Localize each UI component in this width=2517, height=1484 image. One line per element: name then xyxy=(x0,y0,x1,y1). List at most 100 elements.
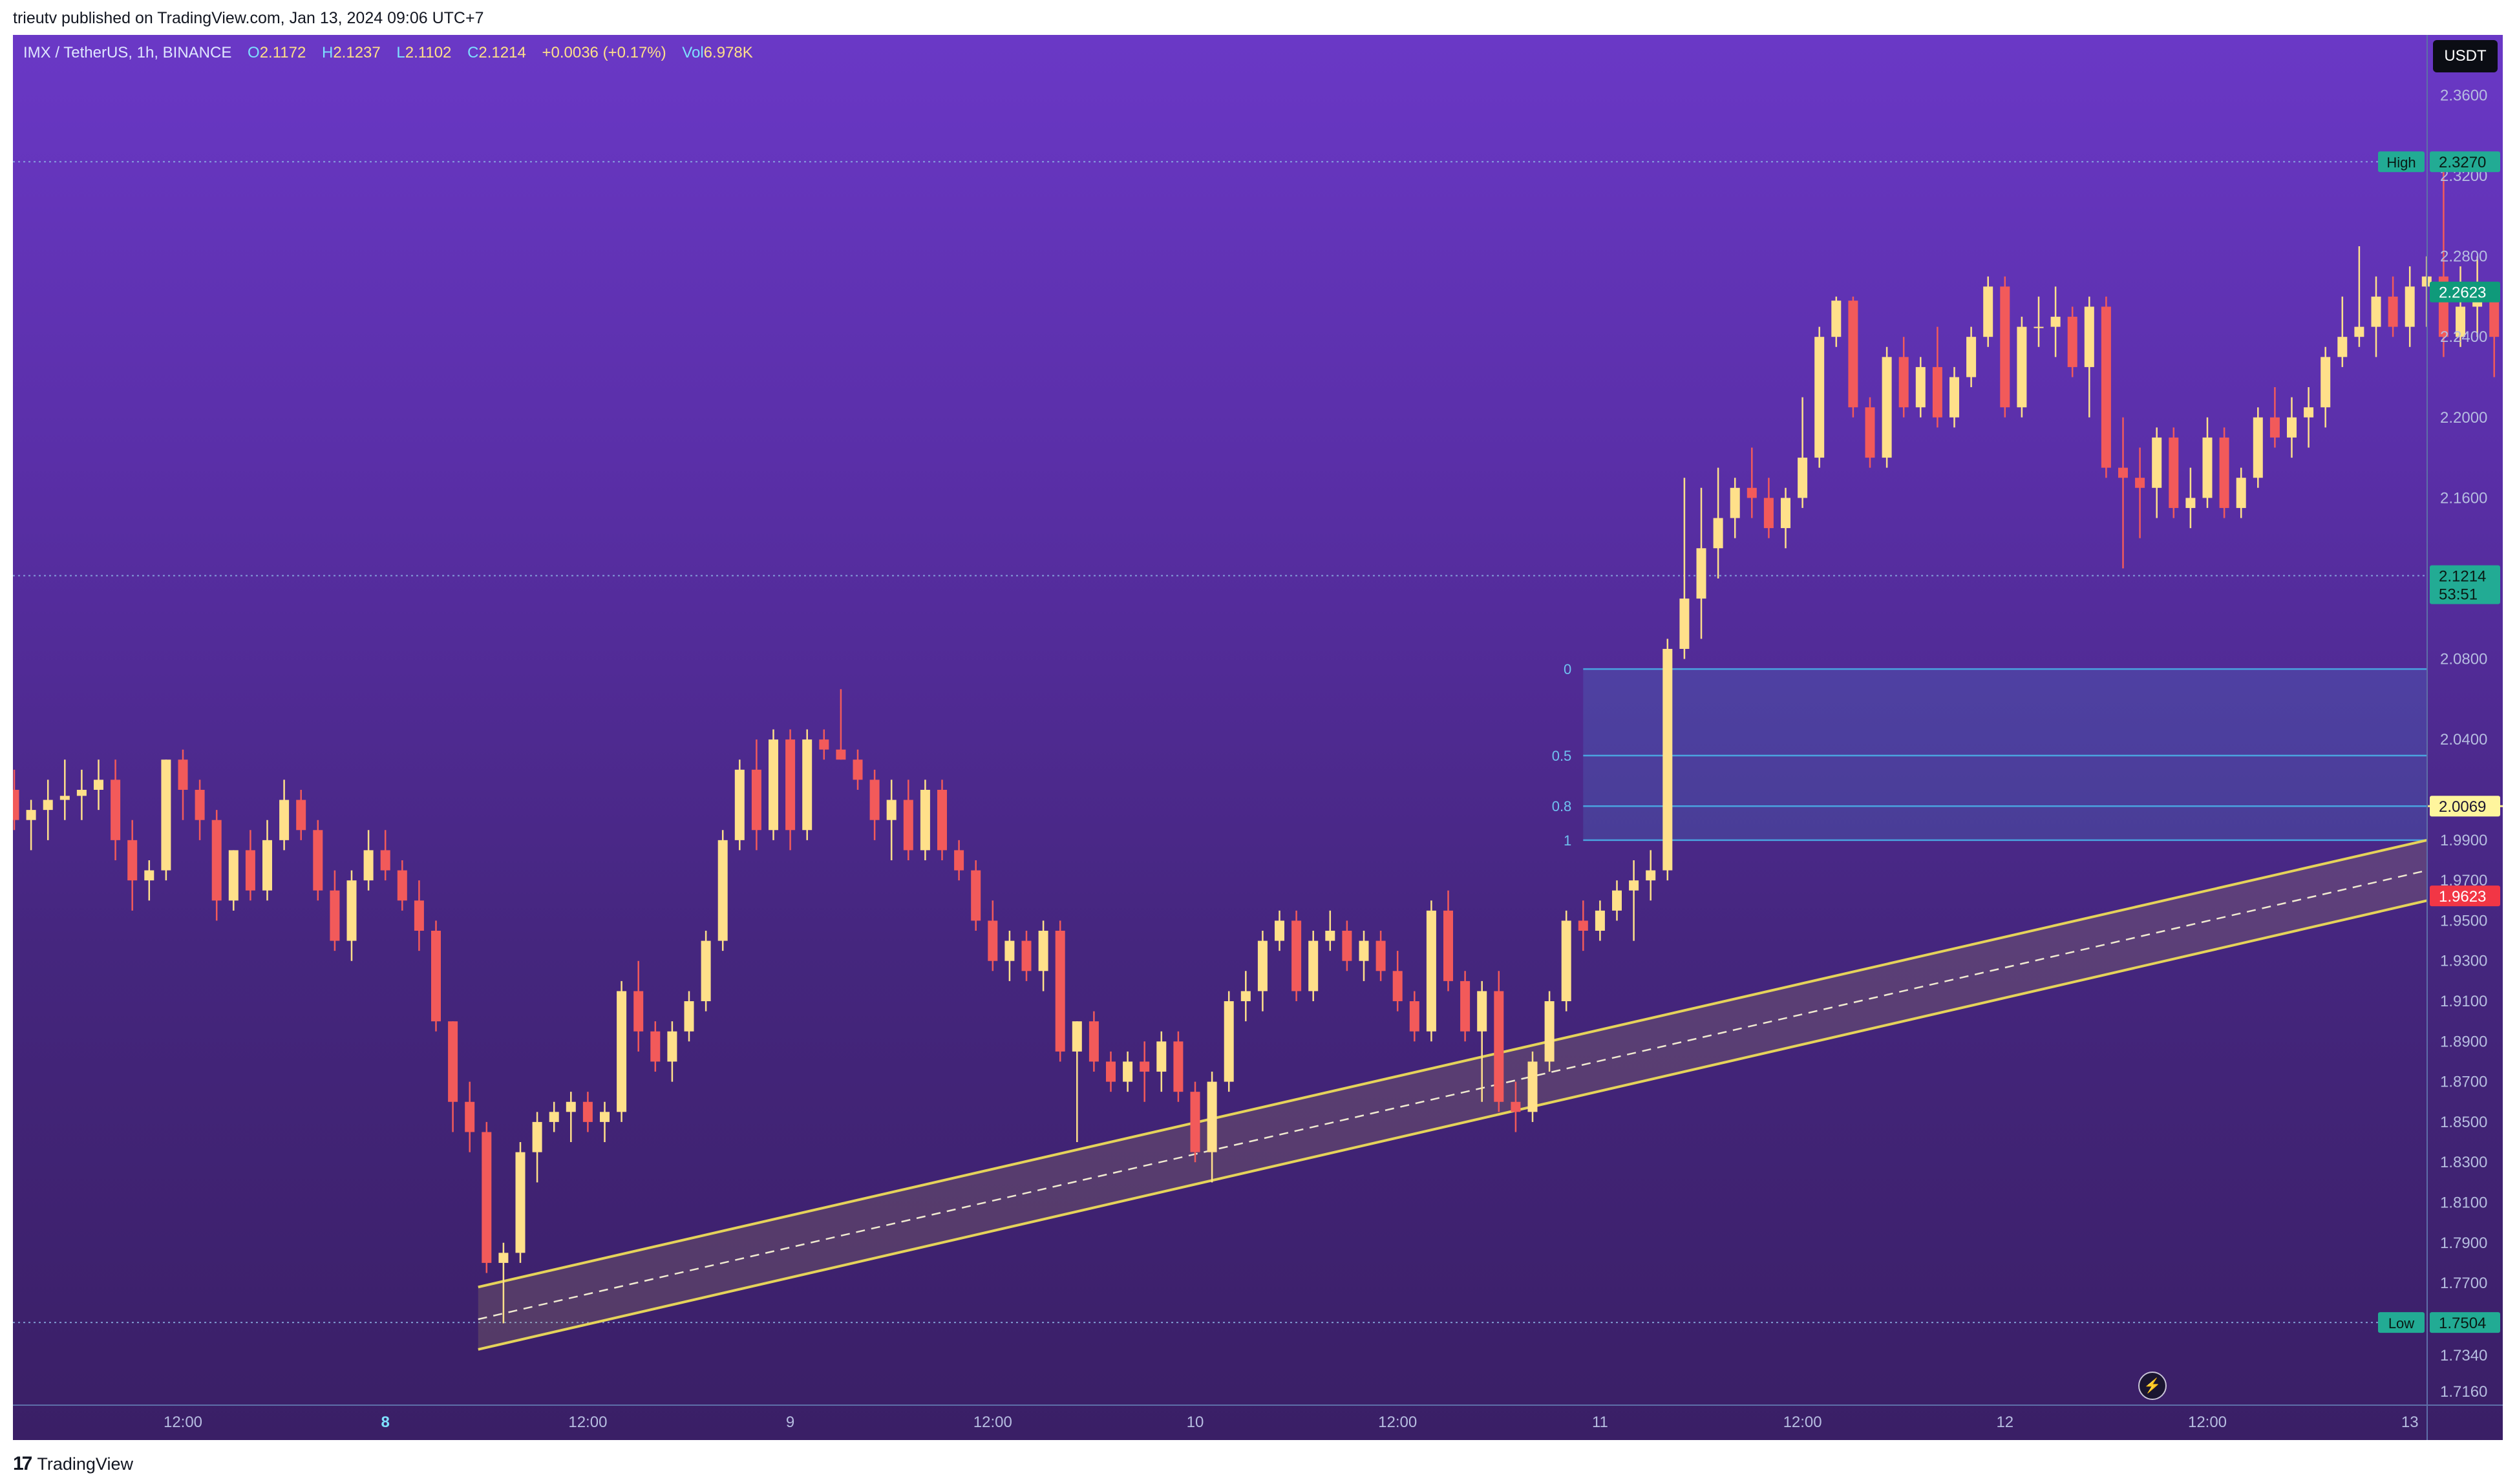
candle xyxy=(2000,276,2010,418)
candle xyxy=(1477,980,1487,1102)
candle-body xyxy=(1257,940,1268,991)
candle-body xyxy=(1629,880,1639,891)
fib-level-label-0: 0 xyxy=(1564,661,1571,677)
low-tag-label: Low xyxy=(2388,1315,2414,1331)
candle xyxy=(397,860,407,911)
price-tick-label: 1.8300 xyxy=(2440,1154,2487,1171)
candle xyxy=(1140,1041,1150,1102)
candle-body xyxy=(1781,498,1790,529)
candle-body xyxy=(1578,920,1588,931)
candle-body xyxy=(1730,487,1740,518)
candle xyxy=(903,779,913,860)
candle xyxy=(313,820,323,901)
price-tick-label: 1.7340 xyxy=(2440,1347,2487,1364)
candle-body xyxy=(498,1253,509,1263)
candle xyxy=(1798,397,1808,508)
current-price-badge-timer: 53:51 xyxy=(2439,586,2478,604)
candle-body xyxy=(1426,910,1436,1032)
candle-body xyxy=(2236,478,2246,508)
candle xyxy=(1190,1081,1200,1163)
ohlc-legend: IMX / TetherUS, 1h, BINANCE O2.1172 H2.1… xyxy=(23,44,753,62)
candle-body xyxy=(2287,417,2297,438)
currency-button[interactable]: USDT xyxy=(2433,40,2498,72)
candle xyxy=(2456,266,2465,347)
candle xyxy=(2050,286,2061,357)
candle-body xyxy=(1443,910,1453,981)
close-value: 2.1214 xyxy=(478,44,526,61)
candle xyxy=(1595,900,1605,941)
candle-body xyxy=(2084,306,2094,367)
candle xyxy=(1460,971,1471,1042)
candle xyxy=(1021,931,1032,981)
candle-body xyxy=(1713,518,1723,549)
candle xyxy=(2202,417,2213,508)
candle xyxy=(1409,991,1419,1042)
footer-brand[interactable]: 17 TradingView xyxy=(13,1453,133,1475)
price-tick-label: 2.3600 xyxy=(2440,87,2487,104)
candle xyxy=(279,779,290,851)
candle-body xyxy=(717,840,728,941)
candle xyxy=(431,920,441,1032)
lightning-icon[interactable]: ⚡ xyxy=(2138,1372,2167,1400)
candle-body xyxy=(836,749,846,760)
candle-body xyxy=(414,900,424,931)
candle-body xyxy=(1544,1001,1555,1062)
candle xyxy=(515,1142,526,1263)
candle-body xyxy=(1240,991,1251,1002)
low-value: 2.1102 xyxy=(405,44,452,61)
low-tag xyxy=(2378,1312,2425,1333)
candle-body xyxy=(1123,1061,1133,1082)
candle xyxy=(2017,317,2027,418)
time-tick-label: 12:00 xyxy=(2188,1414,2227,1431)
candle-body xyxy=(633,991,644,1032)
candle xyxy=(1275,910,1284,951)
candle-body xyxy=(549,1112,559,1122)
symbol-label[interactable]: IMX / TetherUS, 1h, BINANCE xyxy=(23,44,232,61)
candle xyxy=(836,689,846,760)
candle-body xyxy=(313,830,323,891)
candle xyxy=(1713,467,1723,578)
candle xyxy=(211,810,222,921)
candle-body xyxy=(2202,437,2213,498)
time-tick-label: 12:00 xyxy=(1378,1414,1417,1431)
candle xyxy=(886,779,897,860)
candle-body xyxy=(1662,648,1673,871)
candle-body xyxy=(1190,1092,1200,1152)
candle xyxy=(26,800,36,851)
candle-body xyxy=(886,800,897,820)
candle-body xyxy=(582,1101,593,1122)
candle xyxy=(769,729,778,840)
candle xyxy=(1173,1031,1184,1102)
candle xyxy=(633,960,644,1052)
candle-body xyxy=(734,769,745,840)
publish-info: trieutv published on TradingView.com, Ja… xyxy=(13,9,484,27)
candle xyxy=(498,1242,509,1324)
time-tick-label: 13 xyxy=(2401,1414,2419,1431)
candle-body xyxy=(667,1031,677,1062)
candle xyxy=(2067,306,2077,377)
candle-body xyxy=(1561,920,1571,1002)
candle xyxy=(178,749,188,820)
candle-body xyxy=(1409,1001,1419,1032)
price-tick-label: 1.9300 xyxy=(2440,953,2487,970)
price-tick-label: 2.1600 xyxy=(2440,489,2487,507)
candle xyxy=(684,991,694,1042)
candle xyxy=(1814,326,1825,468)
candle xyxy=(701,931,711,1012)
candle-body xyxy=(2489,296,2500,337)
candle xyxy=(1342,920,1352,971)
target-badge-label: 2.2623 xyxy=(2439,284,2486,302)
candle xyxy=(1763,478,1774,538)
candlestick-chart[interactable]: 00.50.812.36002.32002.28002.24002.20002.… xyxy=(13,35,2503,1440)
chart-panel[interactable]: 0 0.5 0.8 1 2.3600 2.3200 2.2800 2.2400 2.2000 2.… xyxy=(13,35,2503,1440)
candle xyxy=(717,830,728,951)
candle xyxy=(2135,447,2145,538)
candle xyxy=(2269,387,2280,448)
candle-body xyxy=(1511,1101,1521,1112)
candle-body xyxy=(1763,498,1774,529)
candle-body xyxy=(1106,1061,1116,1082)
candle-body xyxy=(43,800,53,811)
high-value: 2.1237 xyxy=(333,44,381,61)
candle xyxy=(245,830,255,901)
candle-body xyxy=(1932,366,1942,418)
